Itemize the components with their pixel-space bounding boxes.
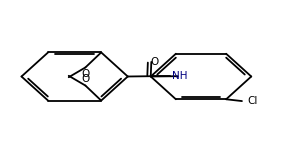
Text: O: O bbox=[81, 74, 90, 84]
Text: Cl: Cl bbox=[247, 96, 258, 106]
Text: O: O bbox=[81, 69, 90, 79]
Text: O: O bbox=[151, 57, 159, 67]
Text: NH: NH bbox=[172, 71, 188, 81]
